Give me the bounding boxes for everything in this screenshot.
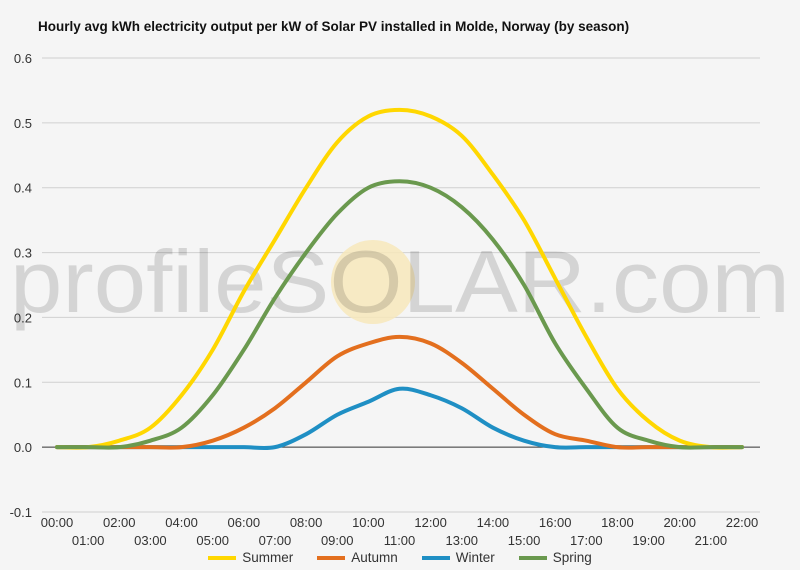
x-tick-label: 03:00: [134, 533, 167, 548]
legend-label: Autumn: [351, 550, 398, 565]
y-tick-label: 0.1: [14, 375, 32, 390]
legend-item-spring[interactable]: Spring: [518, 550, 592, 565]
watermark-text: profileSOLAR.com: [10, 232, 790, 331]
series-line-autumn: [55, 334, 744, 450]
x-tick-label: 09:00: [321, 533, 354, 548]
x-tick-label: 04:00: [165, 515, 198, 530]
x-tick-label: 07:00: [259, 533, 292, 548]
x-tick-label: 19:00: [632, 533, 665, 548]
x-tick-label: 13:00: [445, 533, 478, 548]
x-tick-label: 02:00: [103, 515, 136, 530]
y-tick-label: 0.2: [14, 310, 32, 325]
legend-label: Summer: [242, 550, 294, 565]
axis-layer: 0.6 0.5 0.4 0.3 0.2 0.1 0.0 -0.1 00:00 01:00 02:00…: [10, 51, 759, 548]
x-tick-label: 00:00: [41, 515, 74, 530]
x-tick-label: 08:00: [290, 515, 323, 530]
x-tick-label: 21:00: [695, 533, 728, 548]
x-tick-label: 14:00: [477, 515, 510, 530]
x-tick-label: 01:00: [72, 533, 105, 548]
chart-title: Hourly avg kWh electricity output per kW…: [38, 19, 630, 34]
legend-item-winter[interactable]: Winter: [421, 550, 495, 565]
series-line-spring: [55, 179, 744, 450]
watermark-sun-icon: [331, 240, 415, 324]
x-tick-label: 10:00: [352, 515, 385, 530]
x-tick-label: 05:00: [196, 533, 229, 548]
legend-swatch: [208, 555, 237, 560]
legend-swatch: [317, 555, 346, 560]
x-tick-label: 06:00: [228, 515, 261, 530]
x-tick-label: 20:00: [663, 515, 696, 530]
y-tick-label: 0.6: [14, 51, 32, 66]
x-tick-label: 22:00: [726, 515, 759, 530]
series-line-summer: [55, 107, 744, 450]
series-layer: [55, 107, 744, 451]
y-tick-label: 0.5: [14, 116, 32, 131]
legend-item-autumn[interactable]: Autumn: [317, 550, 398, 565]
x-tick-label: 18:00: [601, 515, 634, 530]
watermark: profileSOLAR.com: [10, 232, 790, 331]
legend-label: Winter: [455, 550, 495, 565]
y-tick-label: -0.1: [10, 505, 32, 520]
x-tick-label: 15:00: [508, 533, 541, 548]
y-tick-label: 0.4: [14, 181, 32, 196]
legend: Summer Autumn Winter Spring: [0, 550, 800, 565]
x-tick-label: 12:00: [414, 515, 447, 530]
legend-swatch: [518, 555, 547, 560]
y-tick-label: 0.3: [14, 246, 32, 261]
legend-label: Spring: [552, 550, 592, 565]
y-tick-label: 0.0: [14, 440, 32, 455]
x-tick-label: 17:00: [570, 533, 603, 548]
x-tick-label: 11:00: [384, 533, 416, 548]
x-tick-label: 16:00: [539, 515, 572, 530]
legend-swatch: [421, 555, 450, 560]
legend-item-summer[interactable]: Summer: [208, 550, 293, 565]
